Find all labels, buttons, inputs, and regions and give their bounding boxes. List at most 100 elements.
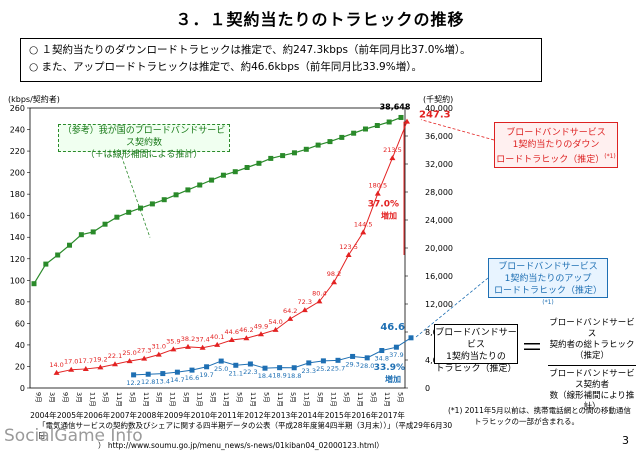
- download-data-label: 213.5: [383, 146, 402, 154]
- download-data-label: 98.2: [327, 270, 341, 278]
- upload-data-label: 29.3: [345, 360, 359, 368]
- upload-point: [291, 365, 297, 371]
- x-tick-label: 11月: [383, 392, 391, 407]
- left-tick-label: 100: [10, 276, 25, 285]
- right-tick-label: 0: [425, 384, 430, 393]
- year-label: 2011年: [218, 410, 245, 420]
- download-point: [389, 155, 396, 161]
- upload-point: [350, 353, 356, 359]
- left-tick-label: 80: [15, 298, 25, 307]
- formula-denominator-1: ブロードバンドサービス契約者: [549, 369, 635, 390]
- contracts-point: [291, 150, 297, 156]
- upload-data-label: 34.8: [375, 355, 389, 363]
- left-tick-label: 180: [10, 190, 25, 199]
- x-tick-label: 5月: [396, 392, 404, 403]
- x-tick-label: 5月: [102, 392, 110, 403]
- contracts-pointer: [119, 151, 151, 238]
- formula-left-box: ブロードバンドサービス 1契約当たりの トラヒック（推定）: [434, 324, 518, 374]
- upload-data-label: 14.7: [170, 376, 184, 384]
- download-data-label: 80.4: [312, 289, 326, 297]
- upload-growth-percent: 33.9%: [374, 363, 405, 373]
- upload-pointer: [414, 277, 489, 339]
- download-data-label: 144.5: [354, 220, 373, 228]
- left-tick-label: 40: [15, 341, 25, 350]
- download-data-label: 25.0: [122, 349, 136, 357]
- upload-point: [145, 371, 151, 377]
- download-data-label: 31.0: [152, 343, 166, 351]
- year-label: 2017年: [378, 410, 405, 420]
- download-data-label: 17.7: [79, 357, 93, 365]
- upload-point: [408, 335, 414, 341]
- x-tick-label: 5月: [262, 392, 270, 403]
- download-point: [68, 366, 75, 372]
- download-point: [97, 364, 104, 370]
- year-label: 2010年: [191, 410, 218, 420]
- download-point: [141, 355, 148, 361]
- upload-point: [233, 362, 239, 368]
- x-tick-label: 11月: [222, 392, 230, 407]
- download-point: [331, 279, 337, 285]
- download-data-label: 27.3: [137, 347, 151, 355]
- upload-point: [189, 367, 195, 373]
- download-point: [82, 365, 89, 371]
- site-logo: SocialGame Info: [4, 426, 143, 446]
- callout-upload-line1: ブロードバンドサービス: [498, 262, 598, 272]
- download-point: [214, 341, 221, 347]
- right-tick-label: 28,000: [425, 188, 453, 197]
- download-pointer: [420, 119, 495, 141]
- x-tick-label: 5月: [289, 392, 297, 403]
- right-tick-label: 16,000: [425, 272, 453, 281]
- upload-point: [247, 361, 253, 367]
- x-tick-label: 11月: [169, 392, 177, 407]
- x-tick-label: 5月: [209, 392, 217, 403]
- upload-data-label: 18.4: [258, 372, 272, 380]
- left-tick-label: 160: [10, 212, 25, 221]
- download-point: [345, 252, 352, 257]
- contracts-end-label: 38,648: [380, 102, 411, 111]
- download-point: [404, 118, 410, 124]
- upload-point: [262, 365, 268, 371]
- download-data-label: 46.2: [239, 326, 253, 334]
- contracts-point: [185, 187, 191, 193]
- formula-left-line2: 1契約当たりの: [446, 352, 506, 362]
- year-label: 2009年: [164, 410, 191, 420]
- left-tick-label: 120: [10, 255, 25, 264]
- download-data-label: 180.5: [368, 182, 387, 190]
- download-data-label: 17.0: [64, 358, 78, 366]
- contracts-point: [67, 242, 73, 248]
- right-tick-label: 40,000: [425, 104, 453, 113]
- callout-upload-note: (*1): [542, 299, 554, 306]
- x-tick-label: 11月: [303, 392, 311, 407]
- x-tick-label: 11月: [249, 392, 257, 407]
- summary-line-download: ○ １契約当たりのダウンロードトラヒックは推定で、約247.3kbps（前年同月…: [29, 44, 471, 56]
- left-tick-label: 140: [10, 233, 25, 242]
- upload-data-label: 23.3: [302, 367, 316, 375]
- x-tick-label: 5月: [236, 392, 244, 403]
- contracts-point: [339, 134, 345, 140]
- callout-reference-line1: （参考）我が国のブロードバンドサービス契約数: [62, 126, 226, 148]
- contracts-point: [220, 172, 226, 178]
- contracts-point: [161, 197, 167, 203]
- contracts-point: [149, 201, 155, 207]
- callout-download-line1: ブロードバンドサービス: [506, 128, 606, 138]
- left-tick-label: 260: [10, 104, 25, 113]
- year-label: 2006年: [84, 410, 111, 420]
- download-data-label: 123.5: [339, 243, 358, 251]
- x-tick-label: 9月: [61, 392, 69, 403]
- x-tick-label: 11月: [329, 392, 337, 407]
- formula-left-line3: トラヒック（推定）: [435, 364, 517, 374]
- upload-point: [379, 348, 385, 354]
- year-label: 2012年: [244, 410, 271, 420]
- upload-data-label: 22.3: [243, 368, 257, 376]
- year-label: 2016年: [352, 410, 379, 420]
- left-tick-label: 200: [10, 169, 25, 178]
- upload-data-label: 37.9: [389, 351, 403, 359]
- download-point: [316, 298, 323, 304]
- left-tick-label: 20: [15, 362, 25, 371]
- fraction-bar: [548, 365, 636, 366]
- right-axis-label: (千契約): [423, 94, 453, 104]
- upload-data-label: 19.7: [199, 371, 213, 379]
- formula-numerator-1: ブロードバンドサービス: [549, 318, 635, 339]
- upload-point: [364, 355, 370, 361]
